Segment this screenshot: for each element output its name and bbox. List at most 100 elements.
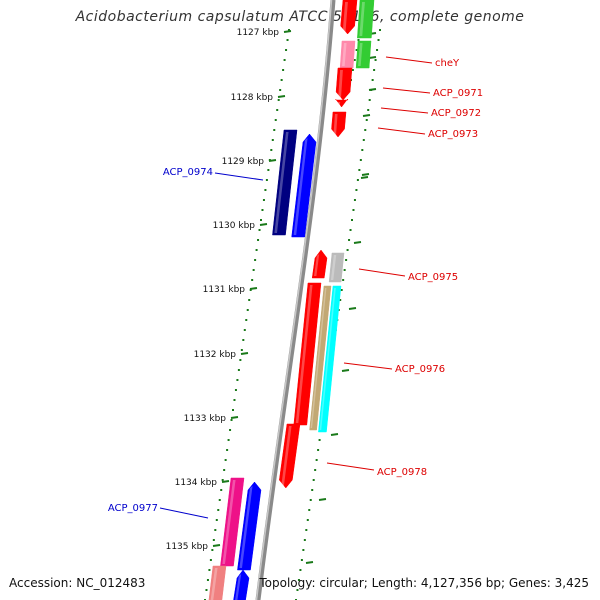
guide-dot [288,29,290,31]
track-tick [368,88,377,91]
leader-line-acp-0973 [377,127,426,135]
guide-dot [209,559,212,561]
accession-text: Accession: NC_012483 [9,576,146,590]
gene-top-red-shine [342,2,348,32]
track-tick [318,498,327,501]
guide-dot [224,459,227,461]
guide-dot [311,489,314,491]
guide-dot [359,159,362,161]
track-tick [330,433,339,436]
gene-ACP_0977-magenta [220,477,245,567]
gene-ACP_0976-cyan [318,285,342,433]
guide-dot [318,439,321,441]
guide-dot [255,249,258,251]
tick-mark [240,352,249,355]
guide-dot [365,119,368,121]
gene-label-chey: cheY [435,58,460,69]
tick-mark [259,223,268,226]
guide-dot [315,459,318,461]
guide-dot [245,319,248,321]
guide-dot [212,539,215,541]
guide-dot [357,39,360,41]
guide-dot [308,509,311,511]
tick-label: 1132 kbp [194,350,237,360]
tick-label: 1130 kbp [213,221,256,231]
guide-dot [299,569,302,571]
guide-dot [271,139,274,141]
guide-dot [215,519,218,521]
leader-line-acp-0977 [159,507,209,519]
tick-mark [230,416,239,419]
gene-label-acp-0976: ACP_0976 [395,364,445,375]
guide-dot [346,249,349,251]
guide-dot [305,529,308,531]
guide-dot [303,539,306,541]
guide-dot [232,409,234,411]
guide-dot [277,99,280,101]
track-tick [368,56,377,59]
gene-features [208,0,375,600]
track-tick [348,307,357,310]
position-ticks: 1127 kbp 1128 kbp 1129 kbp 1130 kbp 1131 kbp… [166,28,377,564]
gene-ACP_0974-blue [291,133,317,238]
guide-dot [229,429,232,431]
gene-ACP_0972-shine [337,102,341,105]
gene-cheY-green-1 [357,0,375,39]
gene-ACP_0975-red [311,249,328,279]
leader-line-acp-0972 [380,107,429,114]
leader-line-acp-0976 [343,362,393,370]
guide-dot [243,329,246,331]
guide-dot [211,549,214,551]
genome-stats-text: Topology: circular; Length: 4,127,356 bp… [259,576,589,590]
track-tick [362,114,371,117]
guide-dot [312,479,315,481]
guide-dot [362,139,365,141]
guide-dot [265,179,268,181]
guide-dot [286,39,289,41]
guide-dot [348,239,351,241]
gene-labels: cheY ACP_0971 ACP_0972 ACP_0973 ACP_0974 ACP_… [108,56,483,519]
gene-ACP_0973 [331,111,347,138]
guide-dot [302,549,305,551]
track-tick [341,369,350,372]
gene-label-acp-0974: ACP_0974 [163,167,213,178]
gene-ACP_0978 [279,423,301,489]
track-tick [305,561,314,564]
gene-cheY-pink [339,40,356,69]
tick-mark [277,95,286,98]
guide-dot [371,79,374,81]
guide-dot [220,489,223,491]
gene-ACP_0971-shine [338,70,343,98]
guide-dot [239,359,242,361]
guide-dot [379,29,381,31]
guide-dot [208,569,211,571]
leader-line-acp-0978 [326,462,375,471]
guide-dot [230,419,233,421]
track-tick [361,173,370,176]
genome-backbone-highlight [255,0,333,600]
tick-mark [249,287,258,290]
guide-dot [257,239,260,241]
tick-label: 1128 kbp [231,93,274,103]
gene-label-acp-0972: ACP_0972 [431,108,481,119]
leader-line-acp-0974 [214,172,264,181]
guide-dot [262,199,265,201]
tick-mark [221,480,230,483]
guide-dot [283,59,286,61]
guide-dot [297,579,300,581]
gene-ACP_0977-magenta-shine [222,480,236,564]
gene-ACP_0978-shine [281,426,292,486]
guide-dot [374,59,377,61]
gene-ACP_0973-shine [333,114,338,135]
guide-dot [223,469,226,471]
guide-dot [300,559,303,561]
gene-ACP_0974-navy-shine [274,132,289,233]
guide-dot [345,259,348,261]
guide-dot [206,579,209,581]
gene-label-acp-0973: ACP_0973 [428,129,478,140]
gene-ACP_0974-blue-shine [293,138,308,235]
guide-dot [276,109,279,111]
guide-dot [258,229,261,231]
gene-label-acp-0977: ACP_0977 [108,503,158,514]
